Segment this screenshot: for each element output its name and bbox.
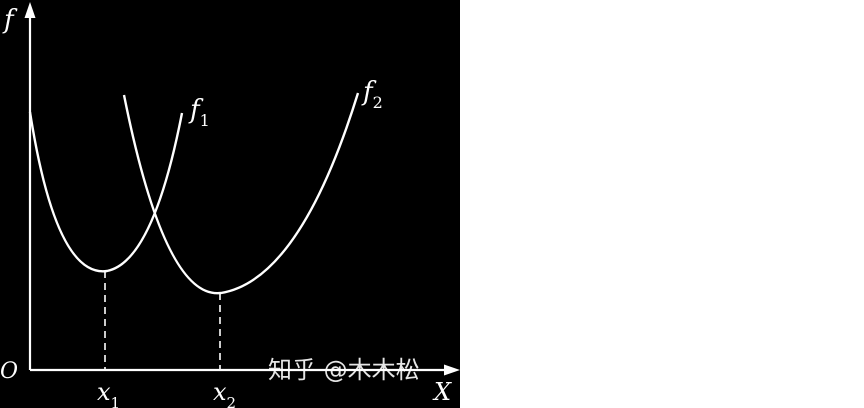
x-axis-label: X bbox=[432, 378, 452, 406]
f2-label-subscript: 2 bbox=[373, 93, 383, 112]
x2-label: x2 bbox=[213, 378, 236, 408]
y-axis-label: f bbox=[2, 5, 18, 35]
f2-label: f2 bbox=[361, 77, 383, 112]
origin-label: O bbox=[0, 359, 18, 384]
watermark-text: 知乎 @木木松 bbox=[268, 356, 420, 384]
blank-area bbox=[460, 0, 864, 408]
x1-label-subscript: 1 bbox=[111, 394, 121, 408]
f1-label-subscript: 1 bbox=[200, 111, 210, 130]
diagram-panel: f O X f1 f2 x1 x2 知乎 @木木松 bbox=[0, 0, 460, 408]
y-axis-arrowhead bbox=[24, 2, 36, 18]
f1-label: f1 bbox=[188, 95, 210, 130]
curve-f1 bbox=[28, 111, 184, 273]
x1-label: x1 bbox=[97, 378, 120, 408]
x-axis-arrowhead bbox=[444, 364, 460, 376]
x2-label-subscript: 2 bbox=[227, 394, 237, 408]
diagram-svg: f O X f1 f2 x1 x2 知乎 @木木松 bbox=[0, 2, 460, 408]
curve-f2 bbox=[122, 92, 360, 295]
